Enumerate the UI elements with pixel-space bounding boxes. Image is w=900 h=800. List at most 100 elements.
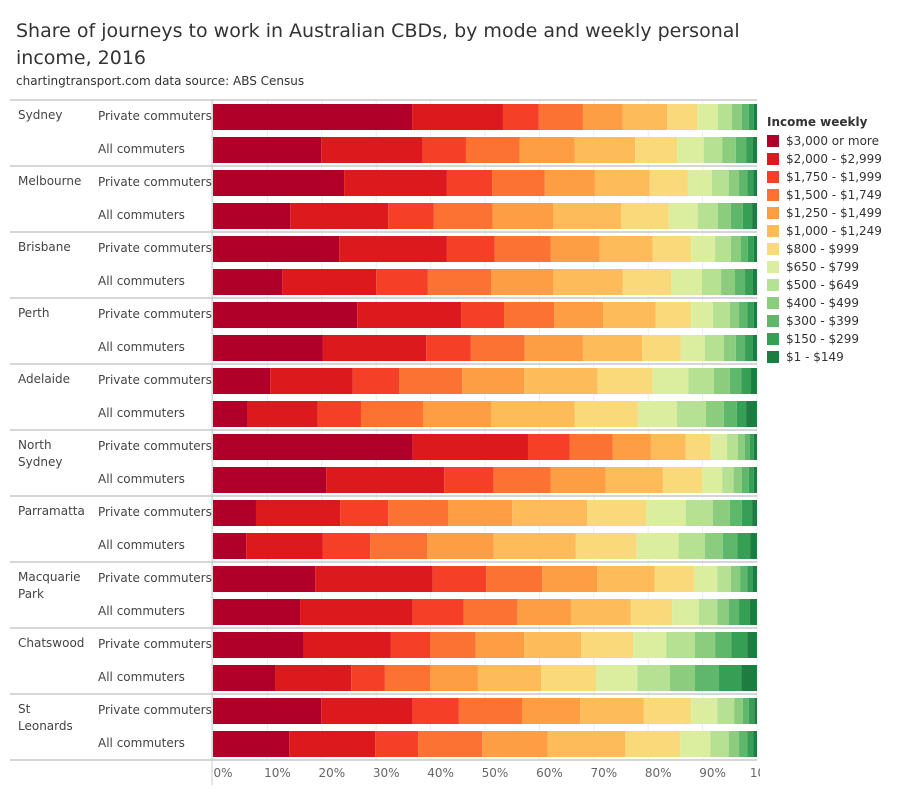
bar-segment xyxy=(213,335,323,361)
bar-segment xyxy=(723,401,737,427)
x-tick-label: 70% xyxy=(590,766,617,780)
legend-item[interactable]: $300 - $399 xyxy=(767,312,882,330)
bar-segment xyxy=(303,632,391,658)
bar-segment xyxy=(752,137,757,163)
bar-segment xyxy=(728,599,740,625)
bar-segment xyxy=(582,104,623,130)
legend-swatch xyxy=(767,189,779,201)
bar-segment xyxy=(722,137,736,163)
bar-segment xyxy=(753,467,757,493)
bar-segment xyxy=(553,269,623,295)
mode-label: All commuters xyxy=(98,670,185,684)
bar-segment xyxy=(470,335,525,361)
legend-item[interactable]: $400 - $499 xyxy=(767,294,882,312)
bar-segment xyxy=(741,500,753,526)
bar-segment xyxy=(446,170,493,196)
bar-segment xyxy=(352,368,400,394)
legend-label: $1,750 - $1,999 xyxy=(786,170,882,184)
mode-label: Private commuters xyxy=(98,439,212,453)
bar-segment xyxy=(737,434,746,460)
mode-label: Private commuters xyxy=(98,703,212,717)
bar-segment xyxy=(702,269,722,295)
x-tick-label: 60% xyxy=(536,766,563,780)
legend-item[interactable]: $800 - $999 xyxy=(767,240,882,258)
bar-segment xyxy=(422,137,466,163)
x-tick-label: 80% xyxy=(645,766,672,780)
bar-segment xyxy=(671,269,703,295)
x-tick-label: 50% xyxy=(482,766,509,780)
legend-swatch xyxy=(767,297,779,309)
mode-label: All commuters xyxy=(98,736,185,750)
legend-label: $2,000 - $2,999 xyxy=(786,152,882,166)
bar-segment xyxy=(632,632,667,658)
bar-segment xyxy=(418,731,483,757)
bar-segment xyxy=(650,434,686,460)
legend: Income weekly $3,000 or more $2,000 - $2,… xyxy=(767,115,882,366)
bar-segment xyxy=(752,203,757,229)
bar-segment xyxy=(739,599,750,625)
mode-label: All commuters xyxy=(98,472,185,486)
bar-segment xyxy=(477,665,542,691)
bar-segment xyxy=(570,599,631,625)
bar-segment xyxy=(749,599,757,625)
bar-segment xyxy=(698,599,718,625)
bar-segment xyxy=(717,599,729,625)
x-tick-label: 0% xyxy=(213,766,232,780)
legend-swatch xyxy=(767,351,779,363)
legend-item[interactable]: $1,750 - $1,999 xyxy=(767,168,882,186)
bar-segment xyxy=(390,632,431,658)
bar-segment xyxy=(637,665,670,691)
bar-segment xyxy=(680,731,711,757)
legend-item[interactable]: $2,000 - $2,999 xyxy=(767,150,882,168)
mode-label: Private commuters xyxy=(98,571,212,585)
legend-item[interactable]: $1,250 - $1,499 xyxy=(767,204,882,222)
legend-item[interactable]: $1,500 - $1,749 xyxy=(767,186,882,204)
bar-segment xyxy=(753,731,757,757)
bar-segment xyxy=(691,302,713,328)
bar-segment xyxy=(340,500,389,526)
bar-segment xyxy=(667,104,698,130)
legend-item[interactable]: $150 - $299 xyxy=(767,330,882,348)
bar-segment xyxy=(655,302,692,328)
bar-segment xyxy=(741,104,749,130)
bar-segment xyxy=(710,434,728,460)
bar-segment xyxy=(290,203,389,229)
mode-label: Private commuters xyxy=(98,109,212,123)
legend-item[interactable]: $650 - $799 xyxy=(767,258,882,276)
bar-segment xyxy=(736,401,747,427)
bar-segment xyxy=(735,137,747,163)
bar-segment xyxy=(412,434,528,460)
bar-segment xyxy=(742,698,749,724)
bar-segment xyxy=(315,566,433,592)
bar-segment xyxy=(669,665,695,691)
legend-label: $500 - $649 xyxy=(786,278,860,292)
x-tick-label: 10% xyxy=(264,766,291,780)
bar-segment xyxy=(715,236,731,262)
bar-segment xyxy=(654,566,694,592)
mode-label: All commuters xyxy=(98,604,185,618)
bar-segment xyxy=(678,533,705,559)
legend-label: $300 - $399 xyxy=(786,314,860,328)
bar-segment xyxy=(705,401,724,427)
legend-item[interactable]: $1 - $149 xyxy=(767,348,882,366)
bar-segment xyxy=(426,335,471,361)
bar-segment xyxy=(475,632,525,658)
city-label: Chatswood xyxy=(18,636,84,650)
bar-segment xyxy=(384,665,431,691)
bar-segment xyxy=(753,236,757,262)
bar-segment xyxy=(753,170,757,196)
bar-segment xyxy=(703,137,723,163)
legend-item[interactable]: $500 - $649 xyxy=(767,276,882,294)
bar-segment xyxy=(712,500,730,526)
bar-segment xyxy=(727,434,738,460)
city-label: North Sydney xyxy=(18,438,62,469)
legend-item[interactable]: $1,000 - $1,249 xyxy=(767,222,882,240)
bar-segment xyxy=(745,434,750,460)
bar-segment xyxy=(300,599,413,625)
legend-item[interactable]: $3,000 or more xyxy=(767,132,882,150)
bar-segment xyxy=(735,335,746,361)
legend-label: $400 - $499 xyxy=(786,296,860,310)
bar-segment xyxy=(582,335,643,361)
legend-label: $150 - $299 xyxy=(786,332,860,346)
bar-segment xyxy=(717,203,731,229)
